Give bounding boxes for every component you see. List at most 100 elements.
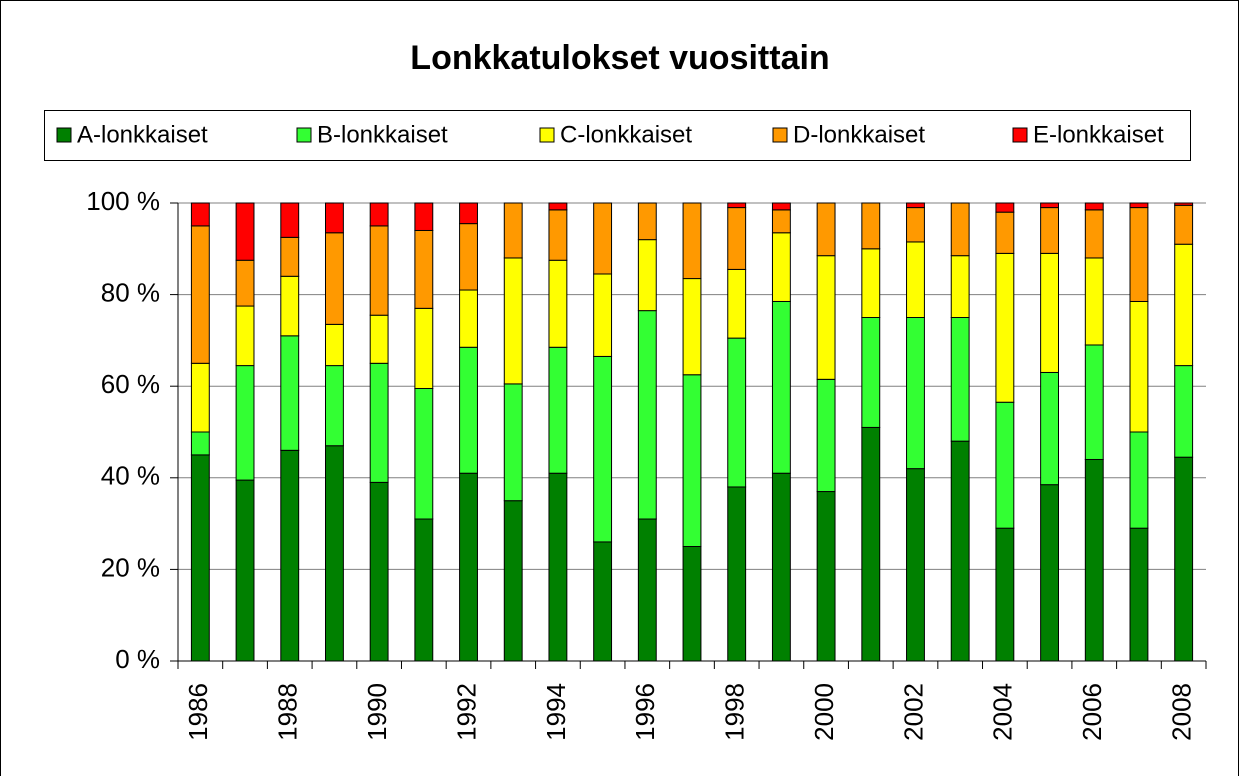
bar-segment [1040, 207, 1060, 254]
bar-segment [861, 202, 881, 250]
bar-segment [816, 491, 836, 662]
bar-segment [995, 401, 1015, 529]
bar-segment [950, 440, 970, 662]
bar-segment [950, 255, 970, 318]
legend-swatch [772, 127, 788, 143]
bar-segment [771, 202, 791, 211]
bar-segment [414, 518, 434, 662]
bar-segment [1174, 456, 1194, 662]
legend-swatch [56, 127, 72, 143]
bar-segment [548, 346, 568, 474]
chart-title: Lonkkatulokset vuosittain [410, 39, 829, 77]
bar-segment [906, 241, 925, 318]
bar-segment [459, 289, 478, 348]
bar-segment [727, 268, 747, 339]
legend-box [44, 110, 1191, 161]
bar-segment [324, 232, 344, 325]
y-tick-label: 20 % [101, 552, 160, 582]
bar-segment [861, 248, 881, 318]
bar-segment [995, 211, 1015, 254]
bar-segment [1084, 257, 1104, 346]
bar-segment [548, 472, 568, 662]
bar-segment [682, 278, 702, 376]
bar-segment [414, 202, 434, 231]
bar-segment [637, 310, 657, 520]
bar-segment [682, 202, 702, 280]
bar-segment [190, 454, 210, 662]
bar-segment [280, 449, 300, 662]
bar-segment [1084, 202, 1104, 211]
bar-segment [861, 317, 881, 428]
bar-segment [235, 365, 255, 481]
bar-segment [369, 225, 389, 316]
x-tick-label: 1992 [451, 683, 481, 741]
y-tick-label: 80 % [101, 277, 160, 307]
bar-segment [235, 259, 255, 307]
bar-segment [637, 239, 657, 312]
bar-segment [906, 207, 925, 243]
legend-swatch [1012, 127, 1028, 143]
bar-segment [995, 252, 1015, 403]
bar-segment [235, 305, 255, 367]
bar-segment [503, 383, 523, 502]
legend-label: B-lonkkaiset [317, 121, 448, 148]
bar-segment [414, 229, 434, 309]
bar-segment [1129, 431, 1149, 529]
bar-segment [190, 225, 210, 364]
bar-segment [637, 202, 657, 241]
bar-segment [950, 317, 970, 442]
bar-segment [548, 209, 568, 261]
x-tick-label: 1996 [630, 683, 660, 741]
bar-segment [1084, 458, 1104, 662]
bar-segment [771, 300, 791, 474]
bar-segment [1129, 527, 1149, 662]
bar-segment [324, 202, 344, 234]
bar-segment [459, 223, 478, 291]
x-tick-label: 1994 [541, 683, 571, 741]
bar-segment [1174, 365, 1194, 458]
bar-segment [1129, 300, 1149, 433]
bar-segment [503, 500, 523, 662]
bar-segment [548, 202, 568, 211]
y-tick-label: 100 % [86, 186, 160, 216]
bar-segment [1040, 371, 1060, 486]
bar-segment [1040, 484, 1060, 662]
bar-segment [459, 202, 478, 225]
bar-segment [414, 387, 434, 520]
bar-segment [1084, 209, 1104, 259]
bar-segment [816, 378, 836, 493]
bar-segment [995, 527, 1015, 662]
bar-segment [593, 355, 613, 543]
bar-segment [593, 273, 613, 357]
x-tick-label: 2006 [1077, 683, 1107, 741]
bar-segment [503, 202, 523, 259]
bar-segment [816, 255, 836, 380]
bar-segment [816, 202, 836, 257]
bar-segment [459, 472, 478, 662]
y-tick-label: 60 % [101, 369, 160, 399]
y-tick-label: 0 % [115, 644, 160, 674]
bar-segment [369, 362, 389, 483]
bar-segment [324, 365, 344, 447]
x-tick-label: 2004 [988, 683, 1018, 741]
bar-segment [280, 275, 300, 337]
bar-segment [190, 202, 210, 227]
bar-segment [682, 374, 702, 547]
legend-swatch [296, 127, 312, 143]
bar-segment [414, 307, 434, 389]
bar-segment [1174, 204, 1194, 245]
bar-segment [727, 207, 747, 270]
bar-segment [771, 232, 791, 302]
bar-segment [1174, 202, 1194, 206]
bar-segment [727, 486, 747, 662]
x-tick-label: 1998 [720, 683, 750, 741]
bar-segment [906, 468, 925, 662]
bar-segment [280, 335, 300, 451]
bar-segment [771, 209, 791, 234]
x-tick-label: 2008 [1167, 683, 1197, 741]
bar-segment [861, 426, 881, 662]
bar-segment [593, 202, 613, 275]
bar-segment [1084, 344, 1104, 460]
bar-segment [950, 202, 970, 257]
